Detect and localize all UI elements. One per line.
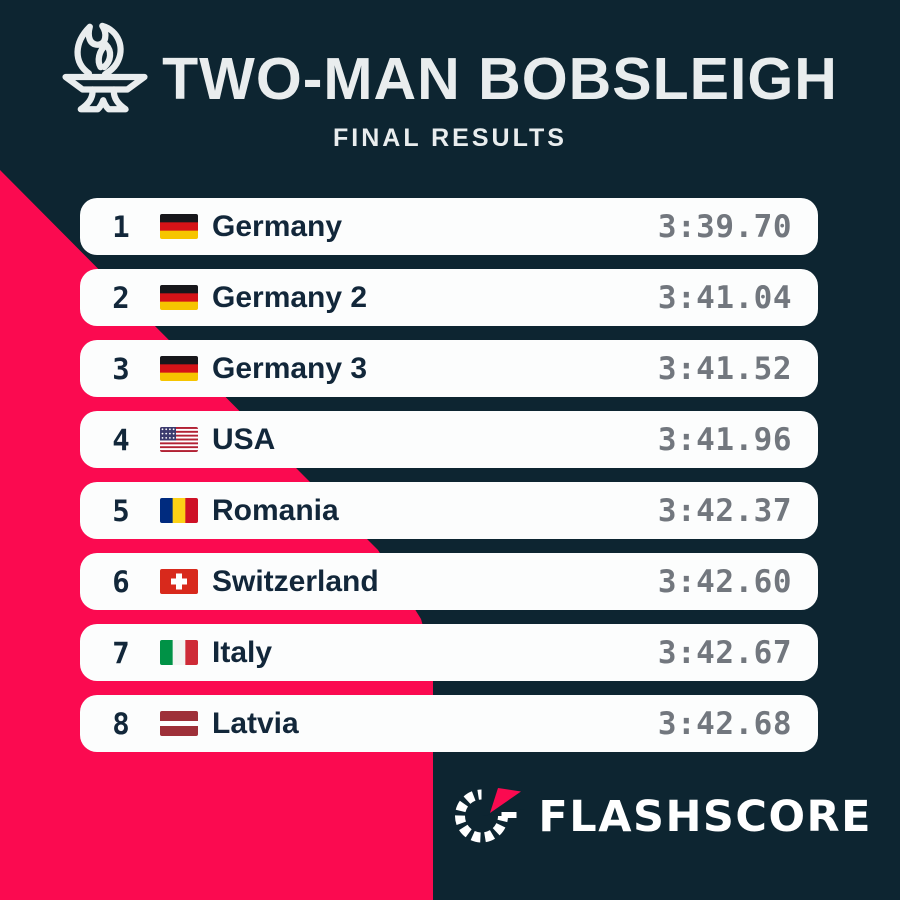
rank-label: 5 <box>112 493 130 528</box>
country-label: Romania <box>212 493 339 527</box>
time-value: 3:39.70 <box>657 208 792 245</box>
flag-ch-icon <box>160 569 198 594</box>
rank-label: 6 <box>112 564 130 599</box>
country-label: USA <box>212 422 276 456</box>
result-row: 1 Germany 3:39.70 <box>80 198 818 255</box>
time-value: 3:41.04 <box>657 279 792 316</box>
country-label: Latvia <box>212 706 299 740</box>
result-row: 8 Latvia 3:42.68 <box>80 695 818 752</box>
time-value: 3:42.37 <box>657 492 792 529</box>
time-value: 3:42.67 <box>657 634 792 671</box>
page-subtitle: FINAL RESULTS <box>333 124 567 152</box>
result-row: 7 Italy 3:42.67 <box>80 624 818 681</box>
brand-wordmark: FLASHSCORE <box>538 792 872 842</box>
time-value: 3:42.68 <box>657 705 792 742</box>
brand-footer: FLASHSCORE <box>455 787 872 847</box>
rank-label: 2 <box>112 280 130 315</box>
flag-de-icon <box>160 356 198 381</box>
rank-label: 8 <box>112 706 130 741</box>
flashscore-spinner-icon <box>455 787 526 843</box>
rank-label: 3 <box>112 351 130 386</box>
flag-us-icon <box>160 427 198 452</box>
flag-ro-icon <box>160 498 198 523</box>
result-row: 5 Romania 3:42.37 <box>80 482 818 539</box>
country-label: Italy <box>212 635 273 669</box>
time-value: 3:42.60 <box>657 563 792 600</box>
result-row: 2 Germany 2 3:41.04 <box>80 269 818 326</box>
country-label: Germany 2 <box>212 280 368 314</box>
results-list: 1 Germany 3:39.70 2 Germany 2 3:41.04 3 … <box>80 198 818 752</box>
torch-icon <box>62 22 148 113</box>
flag-de-icon <box>160 285 198 310</box>
title-row: TWO-MAN BOBSLEIGH <box>62 20 838 116</box>
country-label: Germany 3 <box>212 351 368 385</box>
result-row: 6 Switzerland 3:42.60 <box>80 553 818 610</box>
page-title: TWO-MAN BOBSLEIGH <box>162 46 838 112</box>
rank-label: 7 <box>112 635 130 670</box>
rank-label: 1 <box>112 209 130 244</box>
country-label: Germany <box>212 209 343 243</box>
flag-it-icon <box>160 640 198 665</box>
flag-lv-icon <box>160 711 198 736</box>
country-label: Switzerland <box>212 564 379 598</box>
rank-label: 4 <box>112 422 130 457</box>
result-row: 3 Germany 3 3:41.52 <box>80 340 818 397</box>
time-value: 3:41.96 <box>657 421 792 458</box>
header: TWO-MAN BOBSLEIGH FINAL RESULTS <box>0 20 900 153</box>
result-row: 4 USA 3:41.96 <box>80 411 818 468</box>
flag-de-icon <box>160 214 198 239</box>
time-value: 3:41.52 <box>657 350 792 387</box>
